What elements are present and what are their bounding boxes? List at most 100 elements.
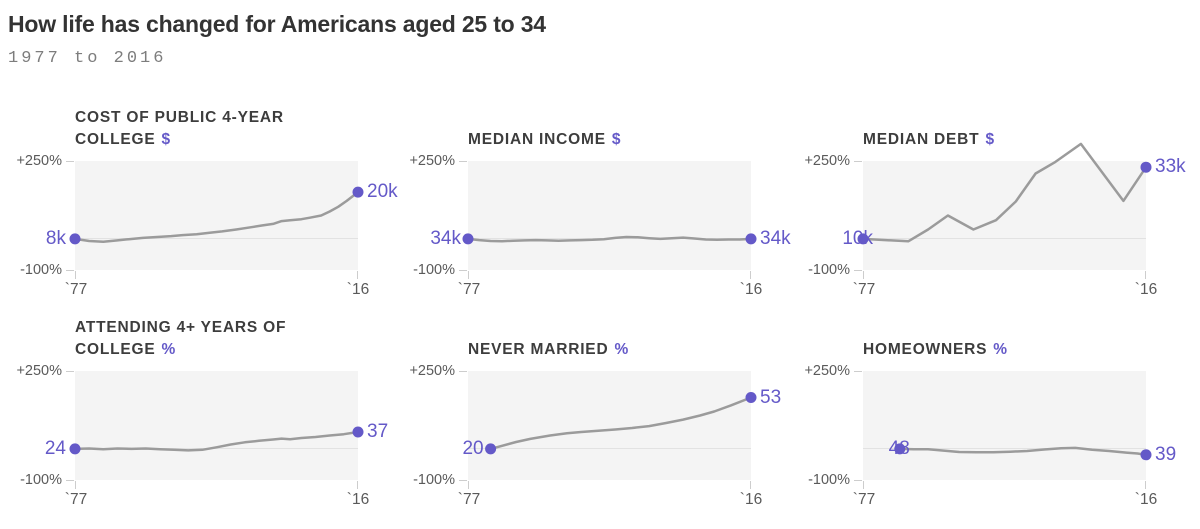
- y-axis-tick-top: [854, 371, 862, 372]
- chart-title-box: ATTENDING 4+ YEARS OF COLLEGE%: [75, 309, 333, 361]
- chart-title-unit: $: [611, 131, 622, 148]
- x-axis-label-end: `16: [346, 491, 370, 508]
- end-dot: [1140, 449, 1152, 461]
- y-axis-label-bottom: -100%: [20, 262, 62, 278]
- chart-title-text: NEVER MARRIED: [468, 341, 609, 358]
- trend-line-svg: [69, 186, 364, 245]
- end-value-label: 39: [1155, 443, 1177, 465]
- trend-line: [466, 235, 753, 243]
- trend-line: [73, 430, 360, 452]
- chart-title-box: COST OF PUBLIC 4-YEAR COLLEGE $: [75, 99, 333, 151]
- chart-title-text: COST OF PUBLIC 4-YEAR COLLEGE: [75, 109, 284, 148]
- y-axis-label-bottom: -100%: [413, 262, 455, 278]
- y-axis-label-bottom: -100%: [413, 472, 455, 488]
- chart-panel: HOMEOWNERS% +250% -100% `77 `16 48 39: [788, 309, 1200, 519]
- y-axis-tick-top: [459, 371, 467, 372]
- y-axis-label-top: +250%: [409, 363, 455, 379]
- end-dot: [352, 186, 364, 198]
- trend-line-svg: [69, 426, 364, 455]
- y-axis-label-top: +250%: [804, 363, 850, 379]
- start-value-label: 10k: [842, 227, 873, 249]
- y-axis-tick-bottom: [854, 270, 862, 271]
- plot-area: [69, 371, 364, 480]
- zero-baseline: [863, 238, 1146, 240]
- chart-title-box: NEVER MARRIED%: [468, 309, 726, 361]
- start-dot: [485, 443, 497, 455]
- start-value-label: 8k: [45, 227, 66, 249]
- x-axis-label-start: `77: [457, 281, 481, 298]
- x-axis-tick-start: [863, 481, 864, 489]
- y-axis-label-bottom: -100%: [808, 472, 850, 488]
- trend-line-svg: [462, 233, 757, 245]
- x-axis-tick-end: [1145, 481, 1146, 489]
- chart-panel: MEDIAN INCOME $ +250% -100% `77 `16 34k 3…: [393, 99, 790, 309]
- chart-title-unit: %: [161, 341, 177, 358]
- plot-area: [69, 161, 364, 270]
- chart-panel: MEDIAN DEBT $ +250% -100% `77 `16 10k 33k: [788, 99, 1200, 309]
- chart-title: ATTENDING 4+ YEARS OF COLLEGE%: [75, 317, 333, 361]
- x-axis-tick-start: [863, 271, 864, 279]
- start-value-label: 20: [462, 437, 484, 459]
- start-dot: [69, 443, 81, 455]
- chart-title-box: MEDIAN DEBT $: [863, 99, 1121, 151]
- y-axis-tick-bottom: [66, 480, 74, 481]
- start-dot: [462, 233, 474, 245]
- chart-title: MEDIAN INCOME $: [468, 129, 621, 151]
- x-axis-label-end: `16: [1134, 491, 1158, 508]
- zero-baseline: [863, 448, 1146, 450]
- x-axis-tick-end: [357, 481, 358, 489]
- charts-grid: COST OF PUBLIC 4-YEAR COLLEGE $ +250% -10…: [0, 99, 1200, 519]
- trend-line: [73, 190, 360, 243]
- end-value-label: 20k: [367, 181, 398, 203]
- end-dot: [1140, 161, 1152, 173]
- y-axis-tick-top: [459, 161, 467, 162]
- zero-baseline: [75, 238, 358, 240]
- page-header: How life has changed for Americans aged …: [0, 0, 1200, 68]
- y-axis-tick-top: [66, 371, 74, 372]
- x-axis-label-end: `16: [739, 281, 763, 298]
- y-axis-tick-bottom: [854, 480, 862, 481]
- x-axis-label-end: `16: [739, 491, 763, 508]
- x-axis-label-start: `77: [852, 491, 876, 508]
- end-value-label: 53: [760, 386, 782, 408]
- start-dot: [69, 233, 81, 245]
- chart-title: MEDIAN DEBT $: [863, 129, 995, 151]
- x-axis-label-start: `77: [64, 491, 88, 508]
- zero-baseline: [75, 448, 358, 450]
- x-axis-tick-end: [750, 481, 751, 489]
- start-value-label: 34k: [430, 227, 461, 249]
- chart-title-text: HOMEOWNERS: [863, 341, 988, 358]
- chart-title: HOMEOWNERS%: [863, 339, 1008, 361]
- x-axis-tick-start: [75, 481, 76, 489]
- end-dot: [352, 426, 364, 438]
- y-axis-tick-bottom: [66, 270, 74, 271]
- x-axis-label-start: `77: [457, 491, 481, 508]
- zero-baseline: [468, 448, 751, 450]
- x-axis-tick-end: [750, 271, 751, 279]
- chart-title: COST OF PUBLIC 4-YEAR COLLEGE $: [75, 107, 333, 151]
- plot-area: [462, 161, 757, 270]
- chart-panel: ATTENDING 4+ YEARS OF COLLEGE% +250% -10…: [0, 309, 393, 519]
- y-axis-label-top: +250%: [804, 153, 850, 169]
- chart-title-text: MEDIAN INCOME: [468, 131, 606, 148]
- start-dot: [894, 443, 906, 455]
- x-axis-tick-start: [468, 481, 469, 489]
- y-axis-tick-top: [66, 161, 74, 162]
- chart-panel: NEVER MARRIED% +250% -100% `77 `16 20 53: [393, 309, 788, 519]
- x-axis-label-end: `16: [346, 281, 370, 298]
- plot-area: [468, 371, 757, 480]
- x-axis-tick-end: [1145, 271, 1146, 279]
- chart-title-text: MEDIAN DEBT: [863, 131, 980, 148]
- y-axis-label-top: +250%: [16, 153, 62, 169]
- trend-line-svg: [485, 392, 757, 455]
- y-axis-label-bottom: -100%: [20, 472, 62, 488]
- y-axis-label-top: +250%: [409, 153, 455, 169]
- x-axis-tick-start: [75, 271, 76, 279]
- end-dot: [745, 392, 757, 403]
- trend-line-svg: [894, 443, 1152, 461]
- start-value-label: 48: [888, 437, 910, 459]
- chart-panel: COST OF PUBLIC 4-YEAR COLLEGE $ +250% -10…: [0, 99, 397, 309]
- trend-line: [489, 396, 753, 451]
- x-axis-tick-start: [468, 271, 469, 279]
- trend-line: [898, 446, 1148, 457]
